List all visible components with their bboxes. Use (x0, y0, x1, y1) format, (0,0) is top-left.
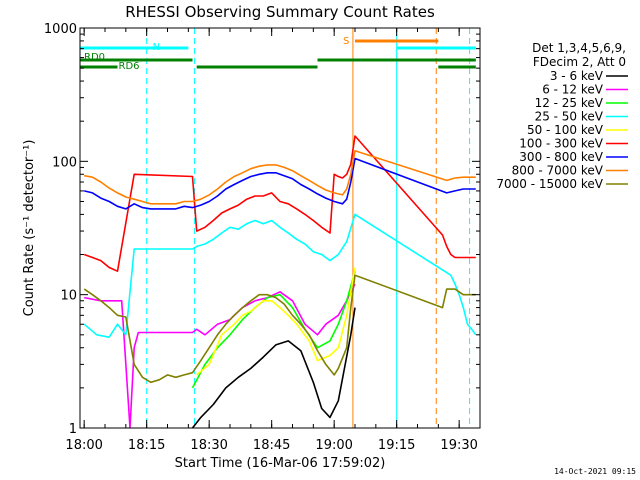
legend-label-2: 12 - 25 keV (535, 96, 604, 110)
status-label-n: N (153, 42, 160, 53)
status-label-s: S (343, 36, 349, 47)
legend-label-5: 100 - 300 keV (519, 137, 603, 151)
x-tick-label-2: 18:30 (190, 438, 227, 453)
plot-content: N S RD0 RD6 (80, 28, 477, 428)
legend-label-8: 7000 - 15000 keV (496, 177, 603, 191)
x-tick-label-1: 18:15 (128, 438, 165, 453)
x-axis-label: Start Time (16-Mar-06 17:59:02) (175, 456, 386, 471)
x-tick-label-0: 18:00 (65, 438, 102, 453)
plot-area: N S RD0 RD6 (80, 28, 477, 428)
status-label-rd6: RD6 (119, 61, 140, 72)
x-tick-label-6: 19:30 (440, 438, 477, 453)
series-line-8 (83, 274, 476, 384)
series-line-5 (83, 135, 476, 272)
legend: Det 1,3,4,5,6,9, FDecim 2, Att 0 3 - 6 k… (496, 41, 628, 191)
y-axis-label: Count Rate (s⁻¹ detector⁻¹) (22, 140, 37, 317)
y-tick-label-2: 100 (52, 155, 77, 170)
chart-title: RHESSI Observing Summary Count Rates (125, 3, 435, 21)
legend-label-4: 50 - 100 keV (527, 123, 604, 137)
legend-header-line-1: Det 1,3,4,5,6,9, (532, 41, 626, 55)
series-line-6 (84, 157, 476, 210)
legend-label-1: 6 - 12 keV (542, 83, 604, 97)
y-tick-label-3: 1000 (44, 22, 77, 37)
series-line-7 (84, 150, 476, 205)
series-line-2 (191, 270, 356, 389)
series-line-0 (191, 307, 356, 428)
legend-label-0: 3 - 6 keV (550, 69, 604, 83)
plot-frame (79, 27, 481, 429)
x-tick-label-5: 19:15 (378, 438, 415, 453)
axes: 18:00 18:15 18:30 18:45 19:00 19:15 19:30 1 10 10… (44, 22, 481, 453)
series-line-4 (196, 267, 356, 376)
series-line-3 (83, 213, 477, 338)
legend-header-line-2: FDecim 2, Att 0 (533, 55, 626, 69)
y-tick-label-0: 1 (69, 422, 77, 437)
status-label-rd0: RD0 (84, 52, 105, 63)
timestamp: 14-Oct-2021 09:15 (554, 467, 636, 476)
legend-label-7: 800 - 7000 keV (512, 164, 604, 178)
y-tick-label-1: 10 (60, 289, 77, 304)
legend-label-3: 25 - 50 keV (535, 110, 604, 124)
x-tick-label-3: 18:45 (253, 438, 290, 453)
x-tick-label-4: 19:00 (315, 438, 352, 453)
legend-label-6: 300 - 800 keV (519, 150, 603, 164)
